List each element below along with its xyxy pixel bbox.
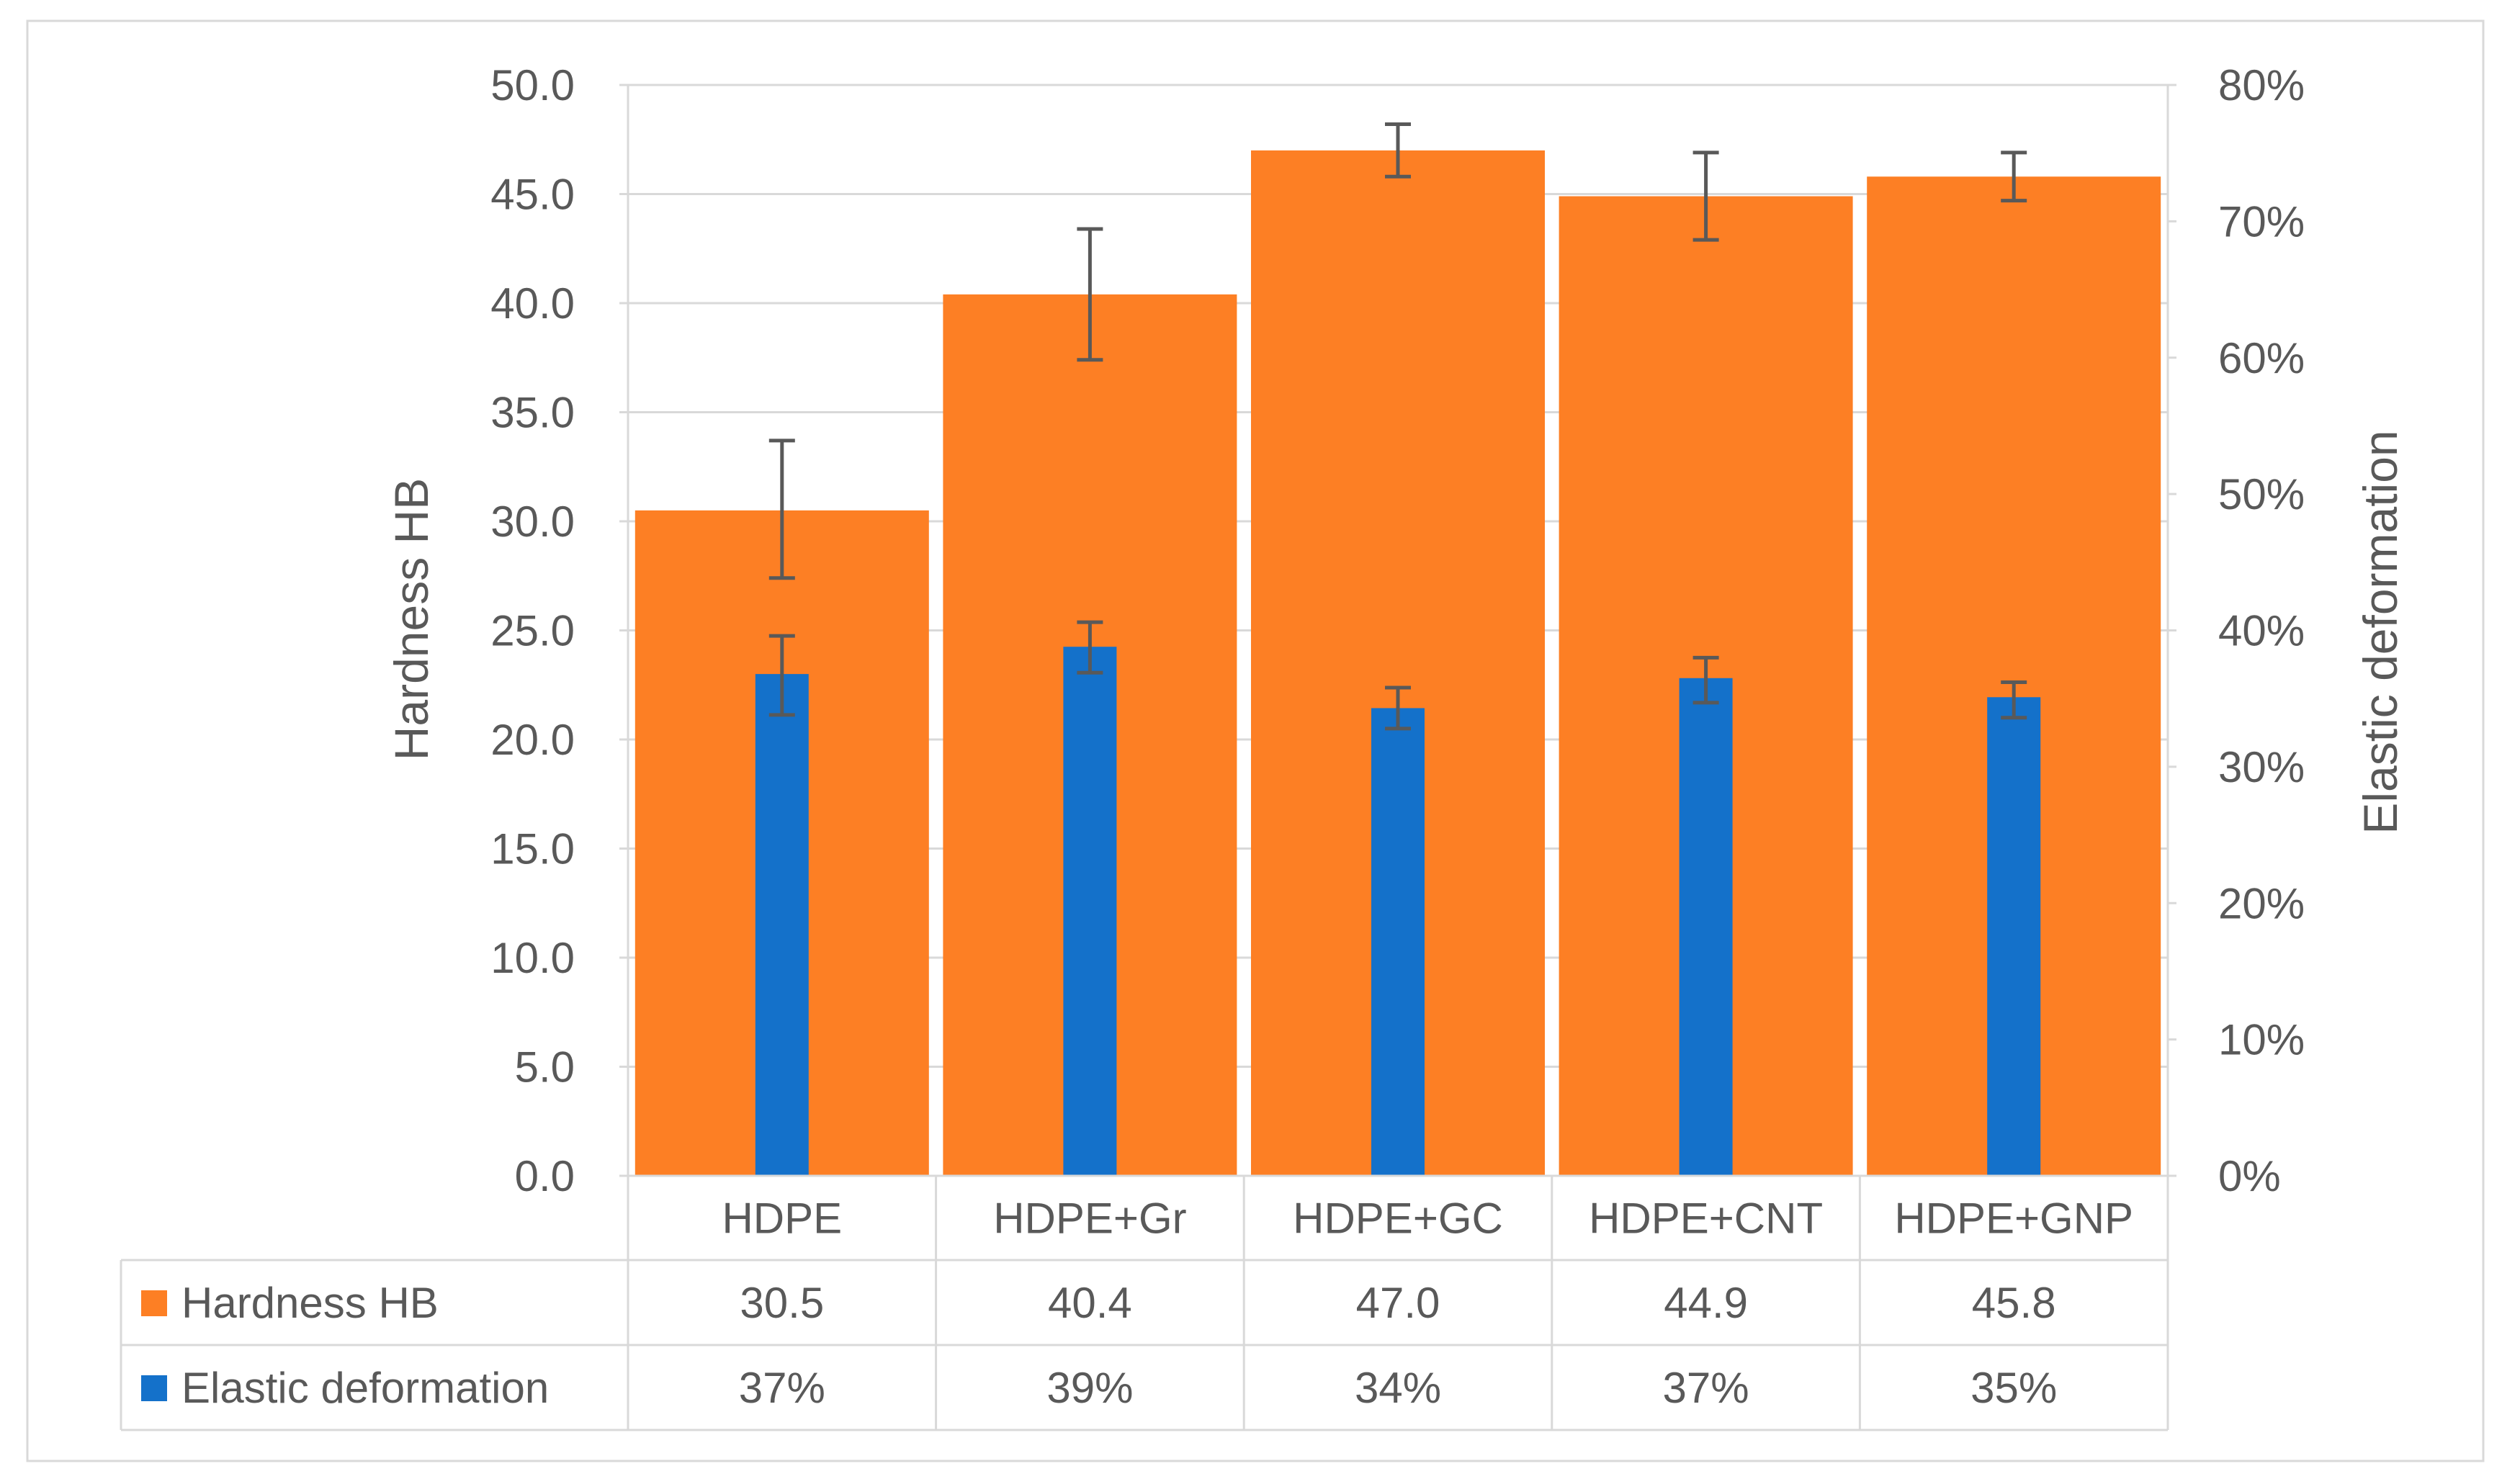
bar-elastic-hdpe+gr <box>1063 647 1117 1176</box>
data-label: 34% <box>1355 1364 1441 1412</box>
bar-elastic-hdpe+gc <box>1371 708 1425 1176</box>
bars <box>635 150 2161 1176</box>
y-tick-label: 35.0 <box>490 389 575 437</box>
y-tick-label: 25.0 <box>490 607 575 655</box>
data-label: 47.0 <box>1356 1279 1440 1327</box>
error-bar-hardness <box>1692 150 1719 242</box>
y-tick-label: 45.0 <box>490 171 575 219</box>
category-label: HDPE+Gr <box>993 1195 1186 1243</box>
data-label: 37% <box>1663 1364 1749 1412</box>
error-bar-elastic <box>1077 620 1103 675</box>
category-label: HDPE+CNT <box>1589 1195 1823 1243</box>
y2-tick-label: 50% <box>2218 470 2305 518</box>
category-label: HDPE+GC <box>1293 1195 1503 1243</box>
axes: 0.0 5.0 10.0 15.0 20.0 25.0 30.0 35.0 40.0 45.0 50… <box>385 61 2407 1200</box>
y-tick-label: 15.0 <box>490 825 575 873</box>
error-bar-hardness <box>1385 122 1411 179</box>
error-bar-elastic <box>1692 655 1719 705</box>
data-table: HDPE HDPE+Gr HDPE+GC HDPE+CNT HDPE+GNP Hardne… <box>120 1174 2169 1431</box>
error-bars <box>768 122 2027 731</box>
y2-tick-label: 20% <box>2218 879 2305 927</box>
y-tick-label: 50.0 <box>490 61 575 109</box>
y-tick-label: 40.0 <box>490 279 575 328</box>
y2-tick-label: 80% <box>2218 61 2305 109</box>
y-tick-label: 0.0 <box>515 1152 575 1200</box>
y2-tick-label: 70% <box>2218 197 2305 246</box>
y2-tick-label: 10% <box>2218 1016 2305 1064</box>
y-tick-label: 5.0 <box>515 1043 575 1092</box>
error-bar-elastic <box>768 634 795 717</box>
data-label: 40.4 <box>1048 1279 1132 1327</box>
data-label: 30.5 <box>740 1279 824 1327</box>
error-bar-hardness <box>1077 227 1103 362</box>
bar-elastic-hdpe+gnp <box>1987 697 2041 1176</box>
error-bar-hardness <box>2001 150 2027 203</box>
data-label: 37% <box>739 1364 825 1412</box>
y-tick-label: 10.0 <box>490 934 575 982</box>
y2-axis-title: Elastic deformation <box>2354 430 2407 834</box>
legend-label: Hardness HB <box>181 1279 439 1327</box>
data-label: 35% <box>1970 1364 2057 1412</box>
bar-elastic-hdpe+cnt <box>1679 678 1733 1176</box>
bar-elastic-hdpe <box>755 674 809 1176</box>
y2-tick-label: 30% <box>2218 743 2305 791</box>
legend-label: Elastic deformation <box>181 1364 549 1412</box>
y-axis-title: Hardness HB <box>385 478 438 761</box>
error-bar-elastic <box>1385 685 1411 731</box>
y2-tick-label: 0% <box>2218 1152 2281 1200</box>
category-label: HDPE+GNP <box>1894 1195 2133 1243</box>
data-label: 39% <box>1046 1364 1133 1412</box>
y2-tick-label: 40% <box>2218 607 2305 655</box>
y2-tick-label: 60% <box>2218 334 2305 382</box>
y-tick-label: 20.0 <box>490 716 575 764</box>
y-tick-label: 30.0 <box>490 498 575 546</box>
legend-swatch-hardness <box>141 1290 167 1316</box>
error-bar-elastic <box>2001 680 2027 720</box>
data-label: 45.8 <box>1972 1279 2056 1327</box>
category-label: HDPE <box>722 1195 842 1243</box>
legend-swatch-elastic <box>141 1375 167 1401</box>
data-label: 44.9 <box>1664 1279 1748 1327</box>
error-bar-hardness <box>768 439 795 580</box>
